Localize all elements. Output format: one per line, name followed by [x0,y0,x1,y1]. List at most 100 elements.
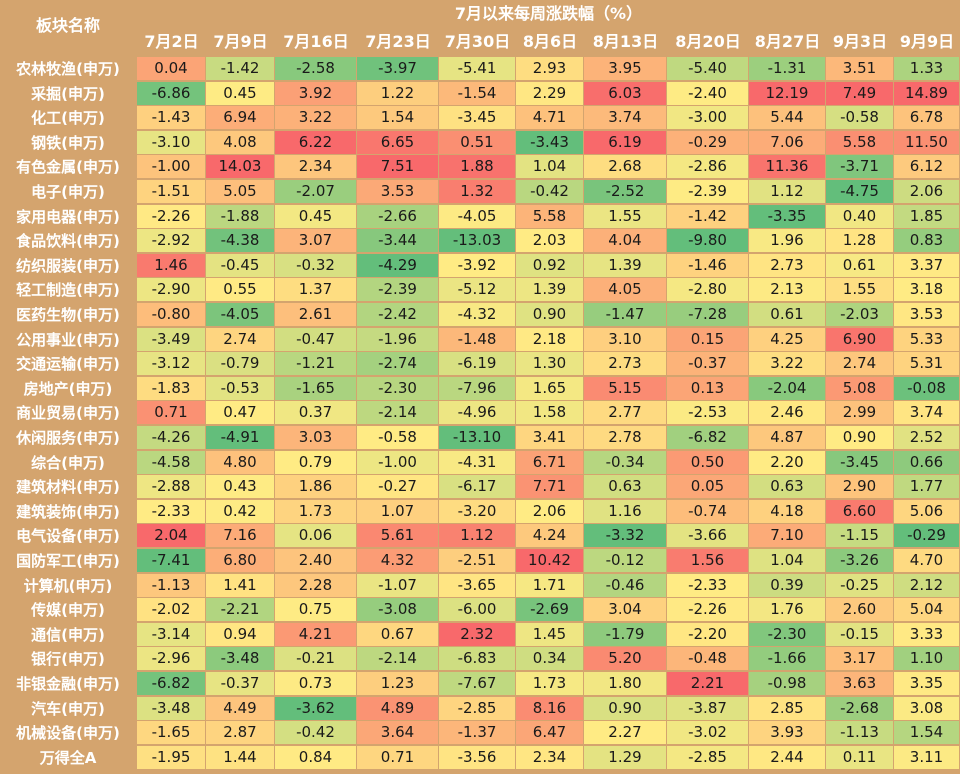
heatmap-cell: 1.30 [516,352,583,376]
heatmap-cell: 6.71 [516,450,583,474]
heatmap-cell: -0.80 [137,303,205,326]
row-label: 化工(申万) [31,109,105,128]
heatmap-cell: 6.80 [206,549,274,572]
heatmap-cell: 12.19 [749,81,825,105]
heatmap-cell: 0.63 [749,475,825,499]
heatmap-cell: 0.13 [667,376,748,400]
heatmap-cell: -2.03 [826,303,893,326]
heatmap-cell: 1.55 [584,204,666,228]
heatmap-cell: 0.83 [894,229,959,253]
heatmap-cell: 3.04 [584,598,666,622]
heatmap-cell: -3.92 [439,253,515,277]
heatmap-cell: -0.58 [826,106,893,130]
heatmap-cell: -3.48 [137,696,205,720]
heatmap-cell: -6.82 [137,672,205,695]
heatmap-cell: 6.03 [584,81,666,105]
heatmap-cell: 4.71 [516,106,583,130]
heatmap-cell: 4.18 [749,499,825,523]
heatmap-cell: -3.71 [826,155,893,179]
heatmap-cell: 1.44 [206,745,274,769]
heatmap-cell: -2.69 [516,598,583,622]
heatmap-cell: -1.15 [826,524,893,548]
heatmap-cell: 1.56 [667,549,748,572]
row-label: 汽车(申万) [31,699,105,718]
heatmap-cell: 0.37 [275,401,356,425]
heatmap-cell: 2.03 [516,229,583,253]
heatmap-cell: -3.97 [357,57,438,80]
heatmap-cell: -0.48 [667,647,748,671]
heatmap-cell: -1.21 [275,352,356,376]
row-label: 纺织服装(申万) [16,256,120,275]
heatmap-cell: 3.18 [894,278,959,302]
heatmap-cell: 3.95 [584,57,666,80]
heatmap-cell: -0.25 [826,573,893,597]
heatmap-cell: 1.58 [516,401,583,425]
heatmap-cell: 0.15 [667,327,748,351]
heatmap-cell: 5.08 [826,376,893,400]
heatmap-cell: -3.49 [137,327,205,351]
heatmap-cell: -3.26 [826,549,893,572]
heatmap-cell: -2.86 [667,155,748,179]
heatmap-cell: 1.85 [894,204,959,228]
heatmap-cell: 0.71 [357,745,438,769]
heatmap-cell: -2.58 [275,57,356,80]
heatmap-cell: 2.60 [826,598,893,622]
heatmap-cell: 2.06 [516,499,583,523]
heatmap-cell: -1.51 [137,180,205,203]
heatmap-cell: -0.42 [516,180,583,203]
heatmap-cell: -3.14 [137,622,205,646]
heatmap-cell: -4.26 [137,426,205,449]
heatmap-cell: 0.11 [826,745,893,769]
heatmap-cell: -5.41 [439,57,515,80]
heatmap-cell: -1.88 [206,204,274,228]
heatmap-cell: 3.10 [584,327,666,351]
row-label: 房地产(申万) [23,379,113,398]
heatmap-cell: 3.37 [894,253,959,277]
heatmap-cell: -0.29 [894,524,959,548]
heatmap-cell: 0.34 [516,647,583,671]
column-header: 8月20日 [675,32,741,51]
heatmap-cell: 1.28 [826,229,893,253]
heatmap-cell: -1.31 [749,57,825,80]
row-label: 钢铁(申万) [31,133,105,152]
heatmap-cell: 0.71 [137,401,205,425]
heatmap-cell: -1.00 [137,155,205,179]
row-label: 银行(申万) [31,650,105,669]
heatmap-cell: 2.29 [516,81,583,105]
heatmap-cell: 4.24 [516,524,583,548]
heatmap-cell: -3.00 [667,106,748,130]
heatmap-cell: -3.02 [667,721,748,745]
heatmap-cell: 5.58 [826,130,893,154]
heatmap-cell: 11.50 [894,130,959,154]
heatmap-cell: 5.15 [584,376,666,400]
heatmap-cell: 3.74 [894,401,959,425]
heatmap-cell: 4.87 [749,426,825,449]
heatmap-cell: 3.41 [516,426,583,449]
heatmap-cell: 1.96 [749,229,825,253]
column-header: 8月27日 [754,32,821,51]
heatmap-cell: 2.21 [667,672,748,695]
heatmap-cell: -0.27 [357,475,438,499]
heatmap-cell: 0.94 [206,622,274,646]
heatmap-cell: -2.33 [667,573,748,597]
heatmap-cell: -4.38 [206,229,274,253]
heatmap-cell: 0.55 [206,278,274,302]
heatmap-cell: -1.42 [206,57,274,80]
row-label: 传媒(申万) [31,601,105,620]
heatmap-cell: 2.13 [749,278,825,302]
heatmap-cell: 0.04 [137,57,205,80]
heatmap-cell: 0.43 [206,475,274,499]
heatmap-cell: 4.21 [275,622,356,646]
row-label: 家用电器(申万) [16,207,120,226]
row-label: 电气设备(申万) [16,527,120,546]
heatmap-cell: -3.56 [439,745,515,769]
heatmap-cell: 5.61 [357,524,438,548]
heatmap-cell: 1.37 [275,278,356,302]
column-header: 8月6日 [522,32,578,51]
heatmap-cell: -2.20 [667,622,748,646]
heatmap-cell: 1.71 [516,573,583,597]
heatmap-cell: 1.10 [894,647,959,671]
row-label: 建筑材料(申万) [16,478,120,497]
heatmap-cell: 7.49 [826,81,893,105]
